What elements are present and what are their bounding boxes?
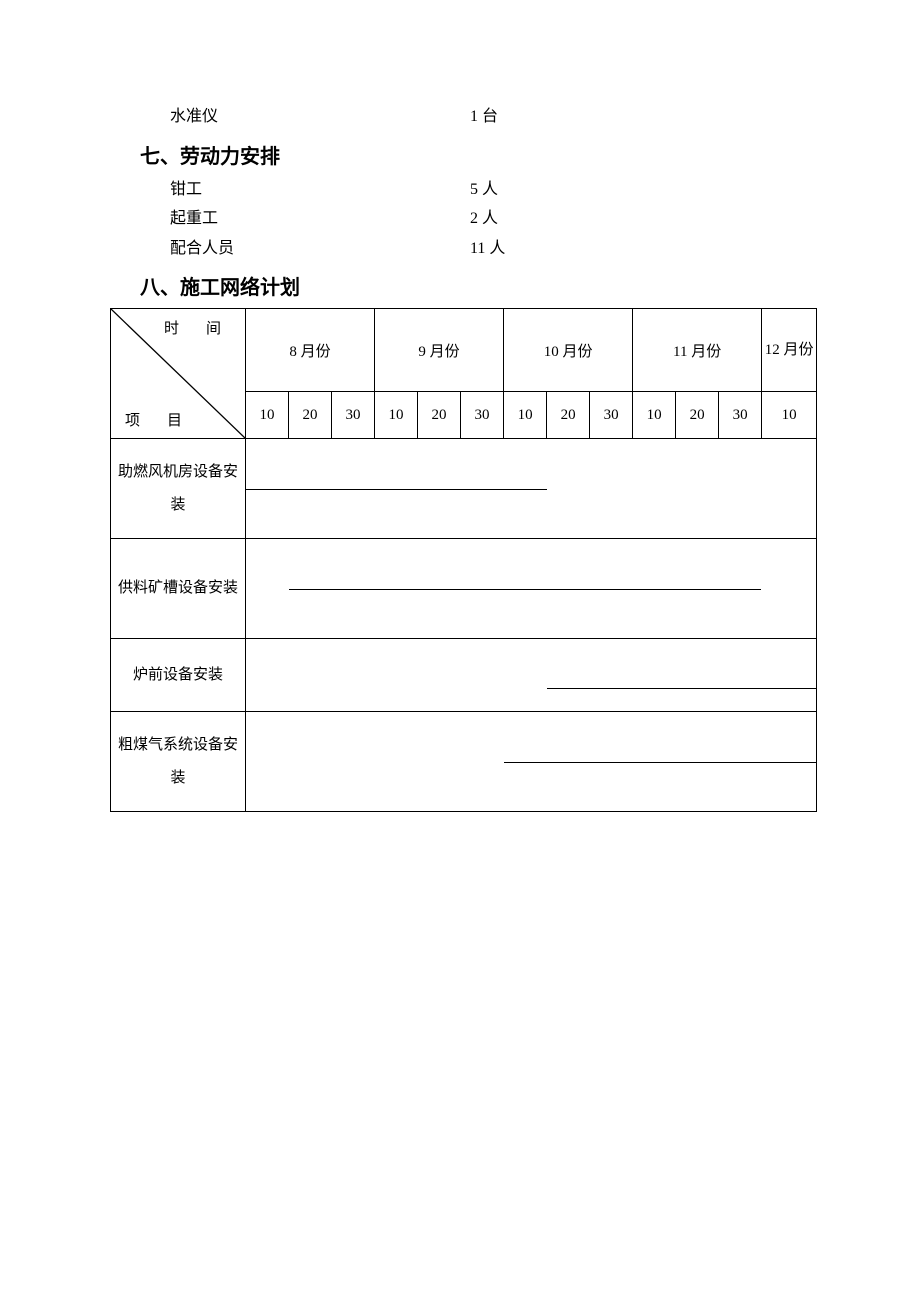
labor-name: 钳工 xyxy=(170,177,470,203)
day-label: 20 xyxy=(289,392,332,439)
month-label: 11 月份 xyxy=(633,309,762,392)
gantt-bars xyxy=(246,539,817,639)
day-label: 10 xyxy=(504,392,547,439)
section8-title: 八、施工网络计划 xyxy=(140,271,810,300)
gantt-row: 炉前设备安装 xyxy=(111,639,817,712)
labor-qty: 5 人 xyxy=(470,177,550,203)
day-label: 10 xyxy=(762,392,817,439)
equipment-row: 水准仪 1 台 xyxy=(170,104,810,130)
day-label: 10 xyxy=(375,392,418,439)
gantt-bars xyxy=(246,439,817,539)
task-name: 粗煤气系统设备安装 xyxy=(111,712,246,812)
gantt-row: 助燃风机房设备安装 xyxy=(111,439,817,539)
labor-name: 起重工 xyxy=(170,206,470,232)
gantt-row: 粗煤气系统设备安装 xyxy=(111,712,817,812)
labor-name: 配合人员 xyxy=(170,236,470,262)
labor-row: 起重工 2 人 xyxy=(170,206,810,232)
gantt-corner: 时 间 项 目 xyxy=(111,309,246,439)
gantt-table: 时 间 项 目 8 月份 9 月份 10 月份 11 月份 12 月份 10 2… xyxy=(110,308,817,812)
gantt-bar xyxy=(547,688,817,689)
corner-top-label: 时 间 xyxy=(164,317,227,338)
equipment-name: 水准仪 xyxy=(170,104,470,130)
month-label: 12 月份 xyxy=(762,309,817,392)
day-label: 30 xyxy=(461,392,504,439)
labor-row: 钳工 5 人 xyxy=(170,177,810,203)
day-label: 10 xyxy=(633,392,676,439)
labor-row: 配合人员 11 人 xyxy=(170,236,810,262)
task-name: 助燃风机房设备安装 xyxy=(111,439,246,539)
day-label: 30 xyxy=(719,392,762,439)
day-label: 10 xyxy=(246,392,289,439)
gantt-row: 供料矿槽设备安装 xyxy=(111,539,817,639)
gantt-bar xyxy=(504,762,817,763)
task-name: 供料矿槽设备安装 xyxy=(111,539,246,639)
day-label: 20 xyxy=(547,392,590,439)
equipment-qty: 1 台 xyxy=(470,104,550,130)
gantt-header-months: 时 间 项 目 8 月份 9 月份 10 月份 11 月份 12 月份 xyxy=(111,309,817,392)
gantt-bar xyxy=(289,589,761,590)
month-label: 8 月份 xyxy=(246,309,375,392)
gantt-bar xyxy=(246,489,547,490)
day-label: 30 xyxy=(332,392,375,439)
day-label: 20 xyxy=(418,392,461,439)
gantt-bars xyxy=(246,639,817,712)
gantt-bars xyxy=(246,712,817,812)
labor-qty: 11 人 xyxy=(470,236,550,262)
task-name: 炉前设备安装 xyxy=(111,639,246,712)
day-label: 30 xyxy=(590,392,633,439)
day-label: 20 xyxy=(676,392,719,439)
labor-qty: 2 人 xyxy=(470,206,550,232)
month-label: 9 月份 xyxy=(375,309,504,392)
section7-title: 七、劳动力安排 xyxy=(140,140,810,169)
corner-bot-label: 项 目 xyxy=(125,409,188,430)
month-label: 10 月份 xyxy=(504,309,633,392)
